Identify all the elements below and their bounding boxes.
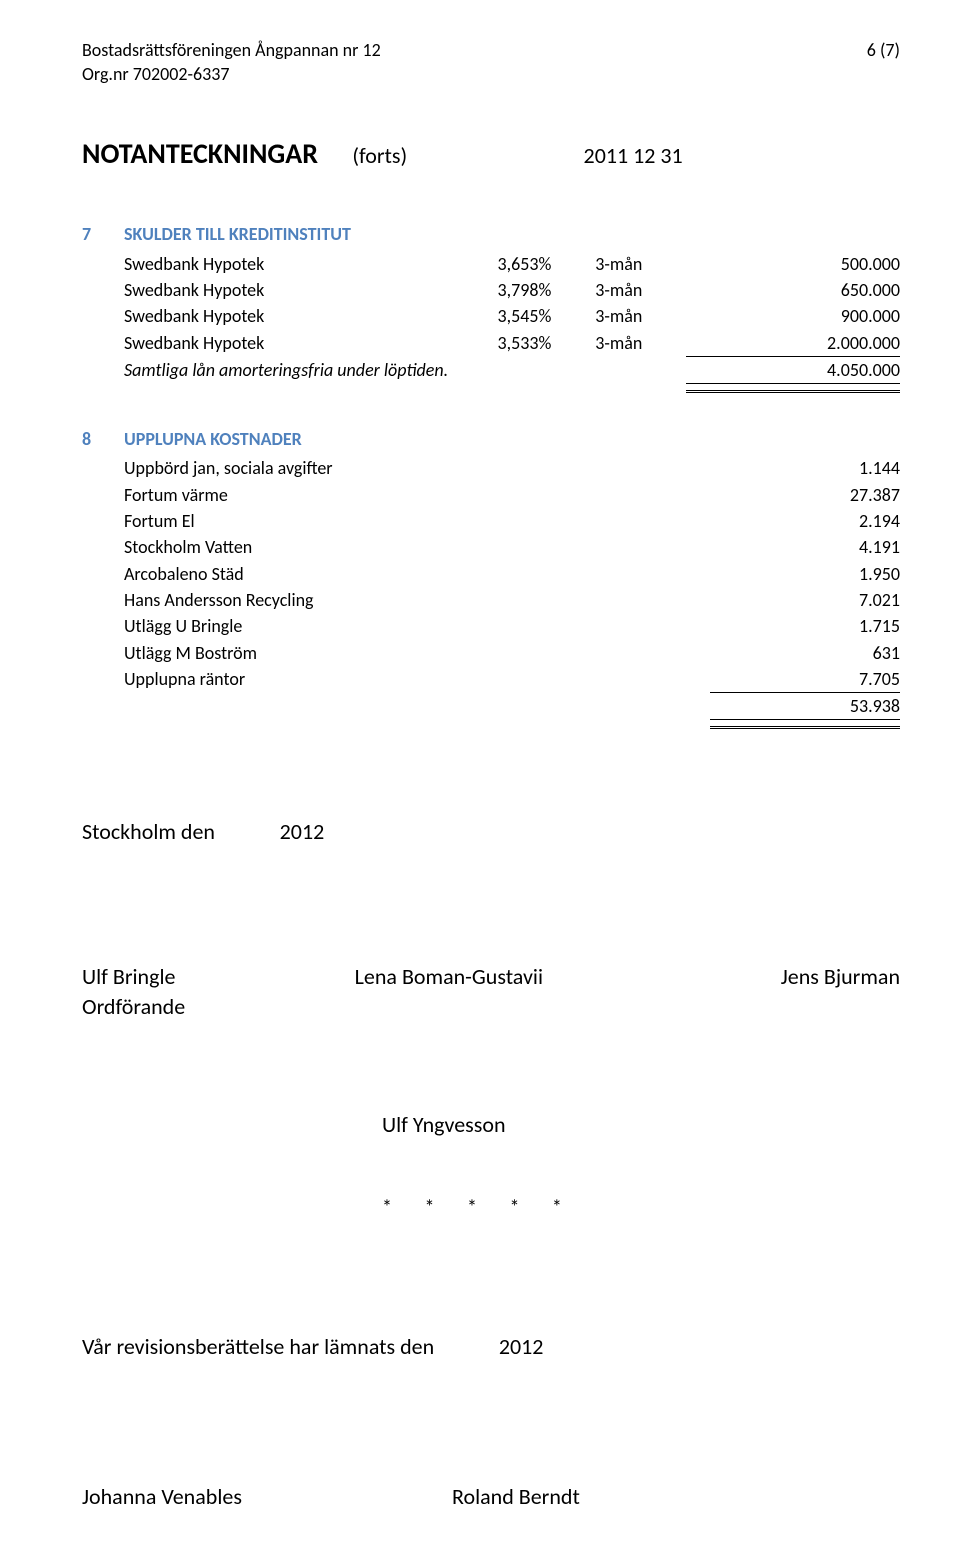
loan-value: 650.000 <box>686 277 900 303</box>
org-block: Bostadsrättsföreningen Ångpannan nr 12 O… <box>82 38 381 87</box>
table-row: Fortum värme 27.387 <box>124 482 900 508</box>
signer-4: Ulf Yngvesson <box>382 1110 900 1140</box>
loan-value: 500.000 <box>686 251 900 277</box>
page-header: Bostadsrättsföreningen Ångpannan nr 12 O… <box>82 38 900 87</box>
cost-value: 1.144 <box>710 455 900 481</box>
loan-term: 3-mån <box>551 277 686 303</box>
table-row: Uppbörd jan, sociala avgifter 1.144 <box>124 455 900 481</box>
org-number: Org.nr 702002-6337 <box>82 62 381 86</box>
section-number: 8 <box>82 427 124 451</box>
signer-name: Lena Boman-Gustavii <box>355 962 628 992</box>
cost-name: Arcobaleno Städ <box>124 561 424 587</box>
cost-name: Stockholm Vatten <box>124 534 424 560</box>
title-sub: (forts) <box>352 142 407 169</box>
table-row: Stockholm Vatten 4.191 <box>124 534 900 560</box>
cost-value: 4.191 <box>710 534 900 560</box>
table-rule-row <box>124 720 900 728</box>
loan-name: Swedbank Hypotek <box>124 277 461 303</box>
loan-value: 2.000.000 <box>686 330 900 357</box>
cost-name: Utlägg U Bringle <box>124 613 424 639</box>
table-row: Swedbank Hypotek 3,533% 3-mån 2.000.000 <box>124 330 900 357</box>
section-body: UPPLUPNA KOSTNADER Uppbörd jan, sociala … <box>124 427 900 729</box>
loan-rate: 3,653% <box>461 251 551 277</box>
loan-term: 3-mån <box>551 303 686 329</box>
table-row: Swedbank Hypotek 3,798% 3-mån 650.000 <box>124 277 900 303</box>
table-row: Arcobaleno Städ 1.950 <box>124 561 900 587</box>
loan-term: 3-mån <box>551 330 686 357</box>
cost-name: Upplupna räntor <box>124 666 424 693</box>
signature-block: Stockholm den 2012 Ulf Bringle Ordförand… <box>82 817 900 1511</box>
section-heading: UPPLUPNA KOSTNADER <box>124 427 900 451</box>
cost-name: Hans Andersson Recycling <box>124 587 424 613</box>
loans-total: 4.050.000 <box>686 356 900 383</box>
cost-name: Uppbörd jan, sociala avgifter <box>124 455 424 481</box>
loan-name: Swedbank Hypotek <box>124 303 461 329</box>
table-row: Swedbank Hypotek 3,545% 3-mån 900.000 <box>124 303 900 329</box>
signer-2: Lena Boman-Gustavii <box>355 962 628 1021</box>
loan-rate: 3,545% <box>461 303 551 329</box>
cost-value: 631 <box>710 640 900 666</box>
signer-1: Ulf Bringle Ordförande <box>82 962 355 1021</box>
cost-name: Fortum El <box>124 508 424 534</box>
loan-name: Swedbank Hypotek <box>124 330 461 357</box>
section-8: 8 UPPLUPNA KOSTNADER Uppbörd jan, social… <box>82 427 900 729</box>
signer-name: Ulf Yngvesson <box>382 1110 900 1140</box>
cost-value: 1.950 <box>710 561 900 587</box>
loan-value: 900.000 <box>686 303 900 329</box>
auditor-2: Roland Berndt <box>452 1482 580 1512</box>
signature-row: Ulf Bringle Ordförande Lena Boman-Gustav… <box>82 962 900 1021</box>
loans-table: Swedbank Hypotek 3,653% 3-mån 500.000 Sw… <box>124 251 900 393</box>
signer-name: Ulf Bringle <box>82 962 355 992</box>
section-7: 7 SKULDER TILL KREDITINSTITUT Swedbank H… <box>82 222 900 393</box>
cost-value: 2.194 <box>710 508 900 534</box>
section-title: NOTANTECKNINGAR (forts) 2011 12 31 <box>82 135 900 173</box>
signer-title: Ordförande <box>82 992 355 1022</box>
org-name: Bostadsrättsföreningen Ångpannan nr 12 <box>82 38 381 62</box>
section-heading: SKULDER TILL KREDITINSTITUT <box>124 222 900 246</box>
table-rule-row <box>124 384 900 392</box>
section-body: SKULDER TILL KREDITINSTITUT Swedbank Hyp… <box>124 222 900 393</box>
table-total-row: 53.938 <box>124 693 900 720</box>
page-number: 6 (7) <box>867 38 900 62</box>
title-main: NOTANTECKNINGAR <box>82 136 318 171</box>
loan-term: 3-mån <box>551 251 686 277</box>
table-note-row: Samtliga lån amorteringsfria under löpti… <box>124 356 900 383</box>
section-number: 7 <box>82 222 124 246</box>
table-row: Utlägg U Bringle 1.715 <box>124 613 900 639</box>
loans-note: Samtliga lån amorteringsfria under löpti… <box>124 356 686 383</box>
revision-line: Vår revisionsberättelse har lämnats den … <box>82 1332 900 1362</box>
place-date: Stockholm den 2012 <box>82 817 900 847</box>
auditor-row: Johanna Venables Roland Berndt <box>82 1482 900 1512</box>
cost-value: 1.715 <box>710 613 900 639</box>
cost-value: 7.705 <box>710 666 900 693</box>
double-rule <box>686 384 900 392</box>
cost-name: Fortum värme <box>124 482 424 508</box>
double-rule <box>710 720 900 728</box>
separator-stars: * * * * * <box>382 1195 900 1222</box>
accrued-total: 53.938 <box>710 693 900 720</box>
cost-value: 27.387 <box>710 482 900 508</box>
loan-name: Swedbank Hypotek <box>124 251 461 277</box>
cost-name: Utlägg M Boström <box>124 640 424 666</box>
table-row: Fortum El 2.194 <box>124 508 900 534</box>
table-row: Hans Andersson Recycling 7.021 <box>124 587 900 613</box>
signer-3: Jens Bjurman <box>627 962 900 1021</box>
loan-rate: 3,798% <box>461 277 551 303</box>
signer-name: Jens Bjurman <box>627 962 900 992</box>
title-date: 2011 12 31 <box>584 142 683 169</box>
table-row: Upplupna räntor 7.705 <box>124 666 900 693</box>
cost-value: 7.021 <box>710 587 900 613</box>
auditor-1: Johanna Venables <box>82 1482 452 1512</box>
table-row: Utlägg M Boström 631 <box>124 640 900 666</box>
accrued-table: Uppbörd jan, sociala avgifter 1.144 Fortu… <box>124 455 900 729</box>
table-row: Swedbank Hypotek 3,653% 3-mån 500.000 <box>124 251 900 277</box>
loan-rate: 3,533% <box>461 330 551 357</box>
